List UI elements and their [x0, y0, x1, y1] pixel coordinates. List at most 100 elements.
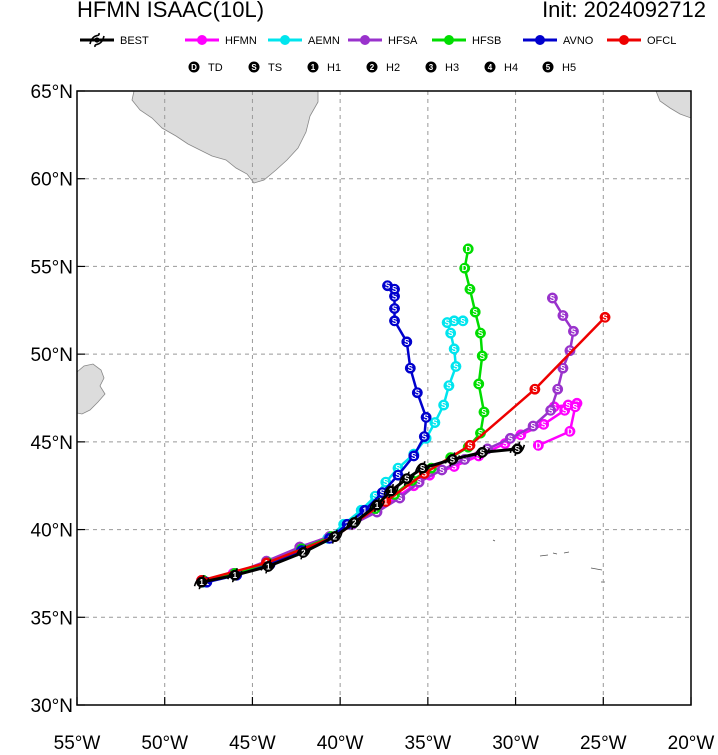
marker-dot: [382, 280, 393, 292]
marker-symbol: S: [485, 445, 491, 454]
marker-symbol: S: [478, 429, 484, 438]
legend-intensity-td: D TD: [188, 61, 223, 74]
legend-marker: [94, 37, 100, 43]
track-point: 1: [229, 569, 241, 581]
marker-dot: [475, 327, 486, 339]
newfoundland-land: [77, 363, 106, 415]
intensity-label: TS: [268, 62, 282, 74]
marker-dot: [389, 315, 400, 327]
track-point: D: [462, 243, 474, 255]
track-point: 1: [371, 499, 383, 511]
marker-symbol: 1: [389, 487, 394, 496]
marker-symbol: S: [451, 462, 457, 471]
marker-dot: [478, 406, 490, 418]
track-point: 2: [297, 546, 309, 558]
marker-dot: [464, 439, 476, 451]
track-point: S: [527, 420, 539, 432]
track-point: S: [545, 404, 557, 416]
legend-label: AVNO: [563, 35, 594, 47]
tick-label-y: 55°N: [31, 257, 73, 278]
legend-intensity-h4: 4 H4: [484, 61, 518, 74]
marker-dot: [436, 464, 448, 476]
marker-symbol: S: [566, 401, 572, 410]
marker-symbol: S: [453, 362, 459, 371]
tick-label-y: 50°N: [31, 345, 73, 366]
marker-dot: [527, 420, 539, 432]
track-point: S: [443, 380, 455, 392]
marker-symbol: S: [448, 329, 454, 338]
tick-label-x: 35°W: [405, 733, 452, 754]
marker-dot: [329, 531, 341, 543]
marker-dot: [418, 431, 430, 443]
marker-symbol: S: [392, 285, 398, 294]
marker-symbol: S: [478, 329, 484, 338]
track-point: S: [569, 401, 581, 413]
track-point: S: [568, 325, 579, 337]
marker-dot: [504, 432, 516, 444]
legend-item-hfsa: HFSA: [348, 35, 418, 47]
tick-label-x: 25°W: [580, 733, 627, 754]
marker-dot: [297, 546, 309, 558]
legend-intensity-h1: 1 H1: [307, 61, 341, 74]
tick-label-x: 30°W: [492, 733, 539, 754]
marker-symbol: S: [560, 364, 566, 373]
marker-symbol: 1: [362, 506, 367, 515]
legend-item-best: BEST: [80, 32, 149, 48]
marker-symbol: S: [432, 419, 438, 428]
marker-symbol: S: [416, 478, 422, 487]
track-point: S: [538, 418, 550, 430]
marker-dot: [450, 360, 462, 372]
track-point: S: [389, 315, 400, 327]
marker-symbol: S: [532, 385, 538, 394]
marker-symbol: S: [392, 317, 398, 326]
plot-frame: [76, 90, 692, 706]
tick-label-y: 35°N: [31, 608, 73, 629]
marker-dot: [557, 310, 569, 321]
intensity-glyph: 1: [311, 63, 316, 72]
legend-models: BEST HFMN AEMN HFSA HFSB AVNO OFCL: [80, 32, 676, 48]
marker-dot: [552, 383, 564, 395]
marker-dot: [599, 311, 611, 323]
marker-symbol: S: [404, 338, 410, 347]
marker-symbol: S: [395, 471, 401, 480]
marker-dot: [457, 315, 469, 327]
tick-label-y: 30°N: [31, 696, 73, 717]
marker-symbol: 2: [301, 548, 306, 557]
marker-symbol: S: [450, 455, 456, 464]
marker-dot: [476, 446, 488, 458]
marker-symbol: 1: [384, 498, 389, 507]
marker-dot: [448, 343, 460, 355]
track-point: S: [446, 453, 458, 465]
track-point: 1: [262, 560, 274, 572]
marker-dot: [443, 380, 455, 392]
marker-dot: [476, 350, 488, 362]
marker-dot: [389, 303, 400, 314]
intensity-glyph: 4: [488, 63, 493, 72]
intensity-label: H5: [562, 62, 576, 74]
legend-marker: [360, 35, 370, 45]
legend-marker: [535, 35, 545, 45]
track-point: S: [445, 327, 457, 339]
marker-symbol: 2: [352, 519, 357, 528]
track-point: 2: [348, 517, 360, 529]
marker-symbol: D: [465, 245, 471, 254]
tick-label-y: 45°N: [31, 433, 73, 454]
legend-item-hfmn: HFMN: [185, 35, 257, 47]
marker-symbol: S: [451, 345, 457, 354]
marker-symbol: S: [515, 445, 521, 454]
marker-dot: [545, 404, 557, 416]
marker-symbol: S: [451, 317, 457, 326]
track-point: S: [476, 350, 488, 362]
marker-symbol: 2: [333, 533, 338, 542]
track-point: S: [469, 306, 481, 318]
marker-dot: [464, 283, 476, 295]
marker-symbol: S: [530, 422, 536, 431]
title-left: HFMN ISAAC(10L): [77, 0, 264, 22]
track-point: S: [504, 432, 516, 444]
track-point: S: [450, 360, 462, 372]
marker-dot: [411, 387, 423, 399]
track-point: S: [389, 303, 400, 314]
track-point: D: [459, 262, 471, 274]
